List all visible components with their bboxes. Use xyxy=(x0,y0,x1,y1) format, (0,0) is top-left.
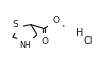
Text: O: O xyxy=(41,37,48,46)
Text: NH: NH xyxy=(20,41,31,50)
Text: Cl: Cl xyxy=(84,36,93,46)
Text: O: O xyxy=(52,16,59,25)
Text: H: H xyxy=(76,28,83,38)
Text: S: S xyxy=(13,20,18,29)
